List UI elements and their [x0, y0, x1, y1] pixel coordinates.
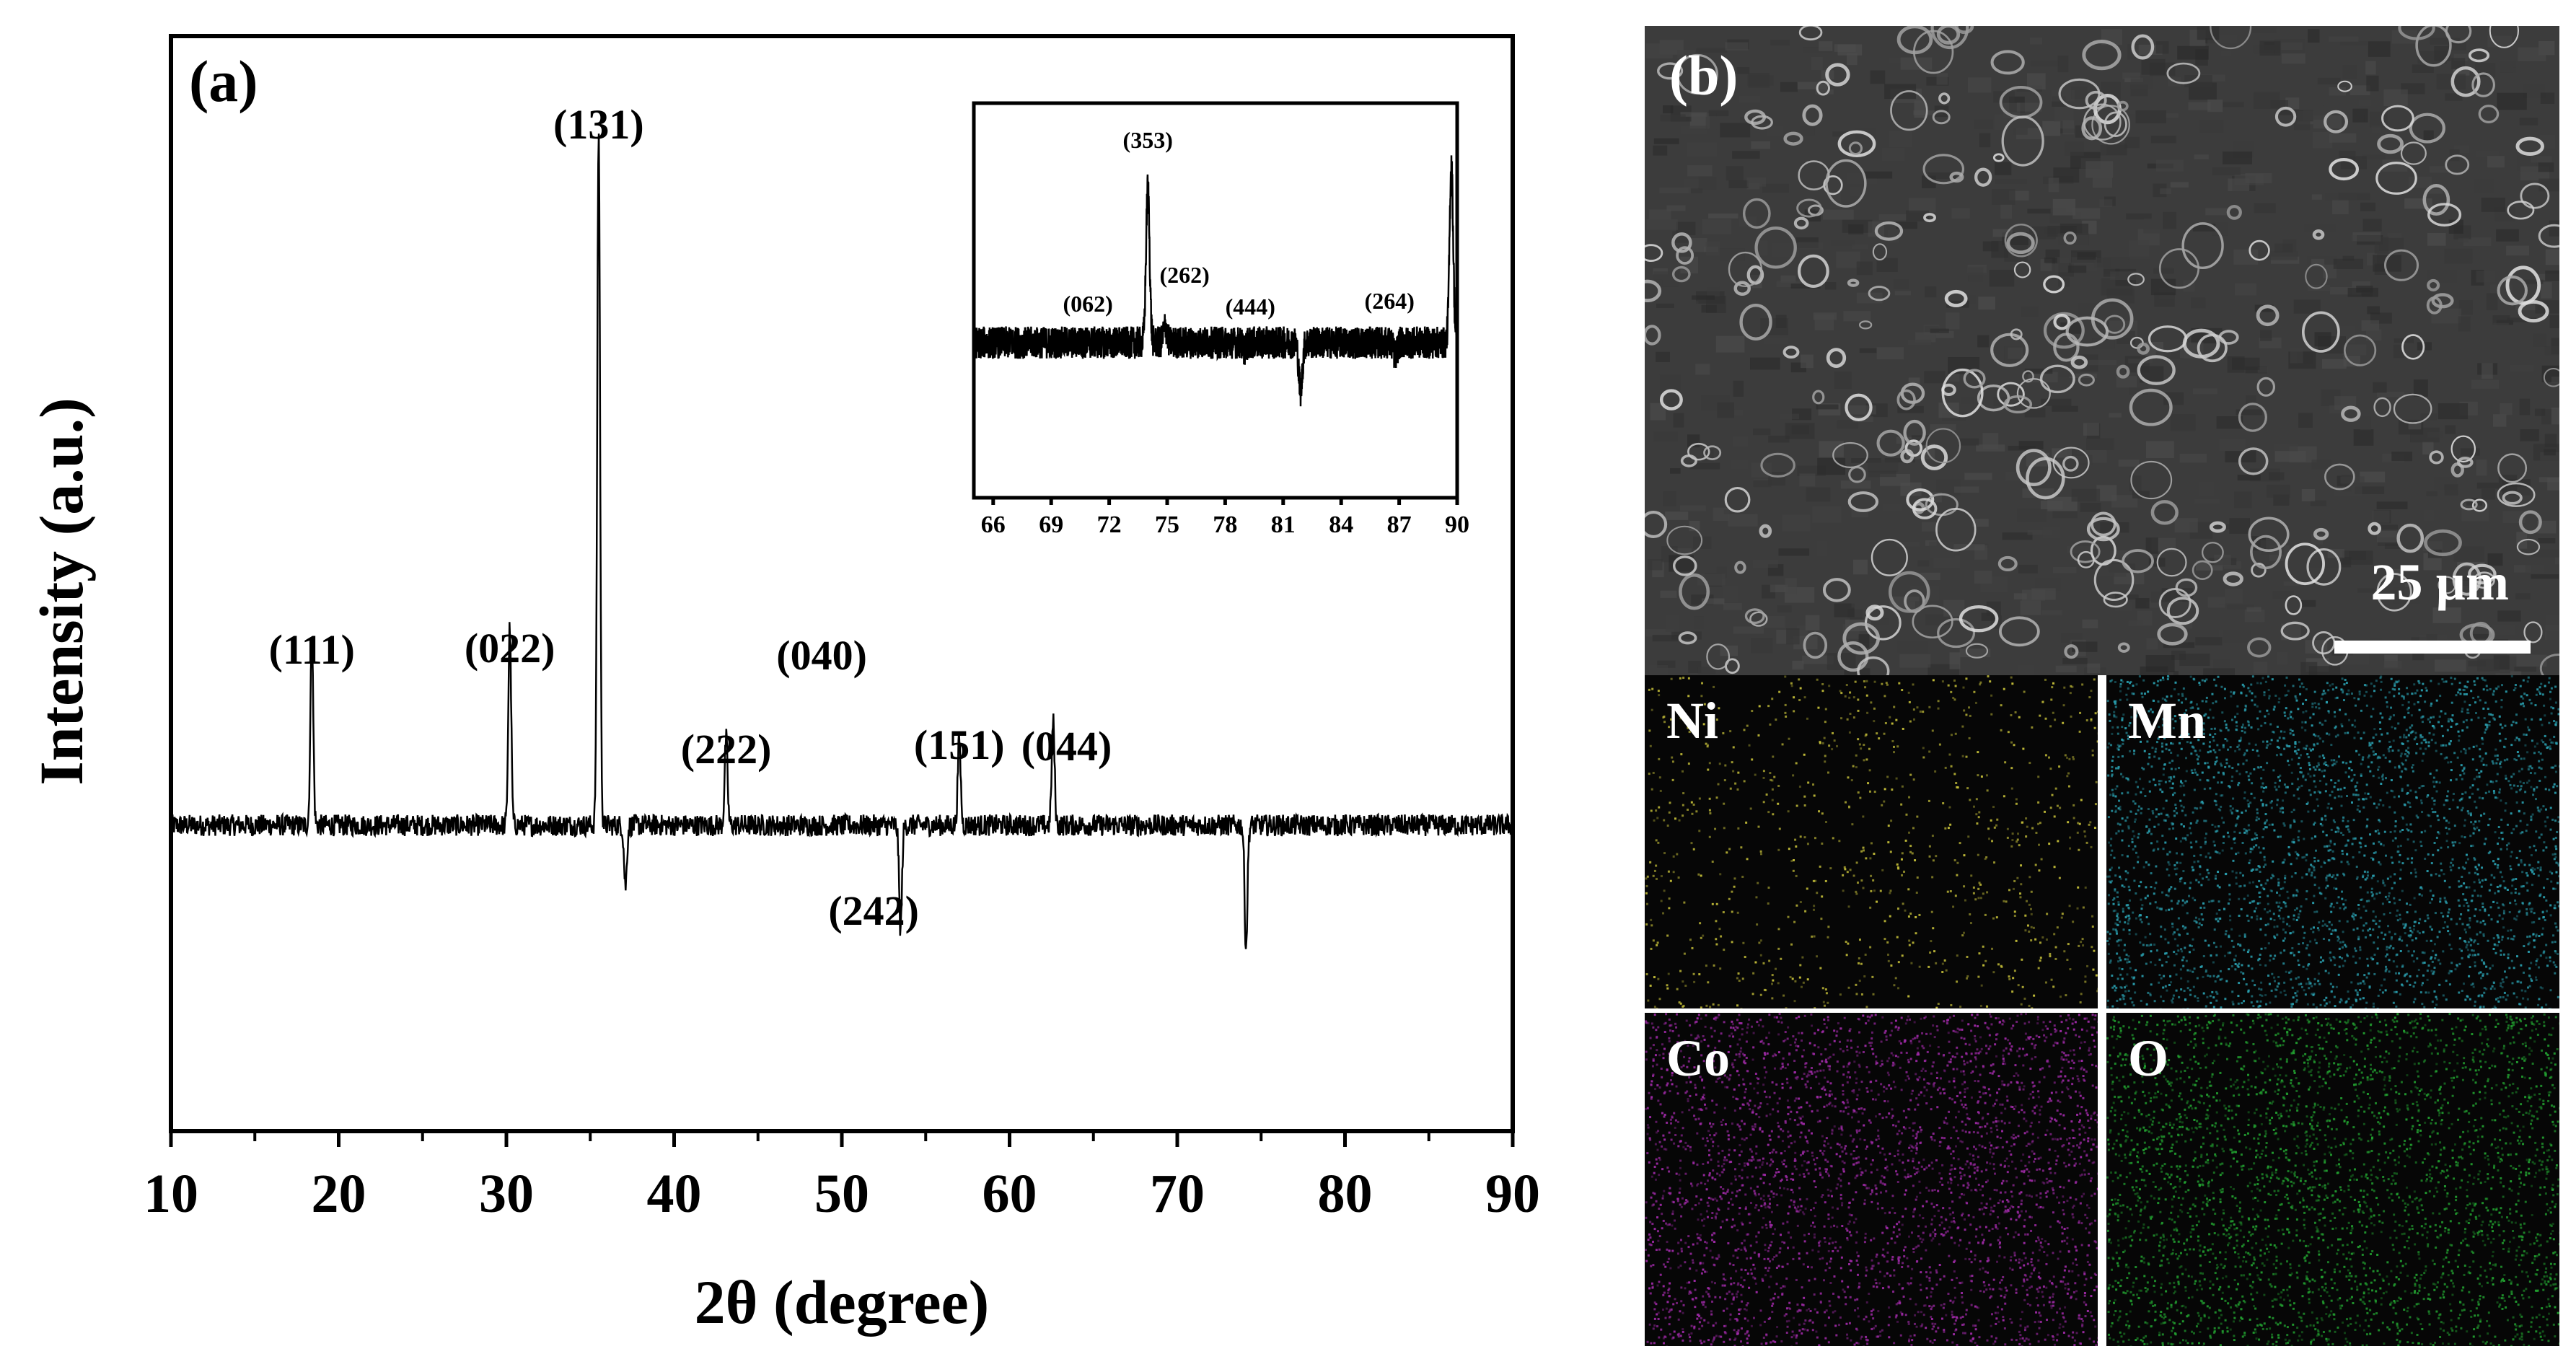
inset-peak-labels: (062) (353) (262) (444) (264) [1063, 127, 1414, 320]
y-axis-label: Intensity (a.u.) [27, 397, 96, 786]
eds-map-o: O [2106, 1013, 2559, 1346]
x-tick-label: 81 [1271, 511, 1296, 538]
x-tick-label: 80 [1318, 1164, 1373, 1224]
eds-map-label: Ni [1666, 692, 1718, 750]
x-axis-label: 2θ (degree) [695, 1267, 990, 1337]
x-tick-label: 40 [647, 1164, 702, 1224]
peak-label: (353) [1123, 127, 1173, 153]
x-tick-label: 60 [983, 1164, 1037, 1224]
x-tick-label: 90 [1445, 511, 1469, 538]
scale-bar [2334, 641, 2531, 654]
sem-panel: (b) 25 µm Ni Mn Co O [1645, 26, 2559, 1346]
eds-map-ni: Ni [1645, 675, 2098, 1008]
peak-label: (242) [828, 887, 919, 934]
x-tick-label: 10 [144, 1164, 198, 1224]
peak-label: (062) [1063, 291, 1112, 317]
x-tick-label: 30 [479, 1164, 534, 1224]
x-tick-label: 70 [1150, 1164, 1205, 1224]
peak-label: (264) [1365, 288, 1415, 314]
x-tick-label: 90 [1485, 1164, 1540, 1224]
x-tick-label: 87 [1387, 511, 1412, 538]
inset-frame [972, 101, 1459, 500]
sem-panel-label: (b) [1669, 44, 1738, 107]
x-tick-label: 75 [1155, 511, 1179, 538]
main-x-axis: 10 20 30 40 50 60 70 80 90 [144, 1131, 1540, 1224]
eds-maps: Ni Mn Co O [1645, 675, 2559, 1346]
peak-label: (444) [1226, 294, 1275, 320]
x-tick-label: 78 [1213, 511, 1237, 538]
x-tick-label: 72 [1097, 511, 1122, 538]
eds-map-label: Mn [2128, 692, 2206, 750]
x-tick-label: 66 [981, 511, 1006, 538]
main-panel-label: (a) [189, 48, 258, 114]
eds-map-co: Co [1645, 1013, 2098, 1346]
x-tick-label: 50 [814, 1164, 869, 1224]
peak-label: (262) [1159, 262, 1209, 288]
eds-map-mn: Mn [2106, 675, 2559, 1008]
inset-x-axis: 66 69 72 75 78 81 84 87 90 [981, 498, 1469, 538]
x-tick-label: 84 [1329, 511, 1353, 538]
main-xrd-trace [170, 133, 1514, 949]
sem-image: (b) 25 µm [1645, 26, 2559, 675]
eds-map-label: Co [1666, 1029, 1730, 1087]
eds-map-label: O [2128, 1029, 2169, 1087]
peak-label: (040) [776, 632, 867, 679]
x-tick-label: 69 [1039, 511, 1063, 538]
x-tick-label: 20 [312, 1164, 366, 1224]
scale-bar-label: 25 µm [2370, 553, 2509, 611]
xrd-chart: (a) 10 20 30 40 50 60 70 80 90 (111) (022)(131)(0… [27, 34, 1540, 1337]
peak-label: (044) [1021, 723, 1112, 770]
inset-xrd-trace [972, 155, 1459, 407]
